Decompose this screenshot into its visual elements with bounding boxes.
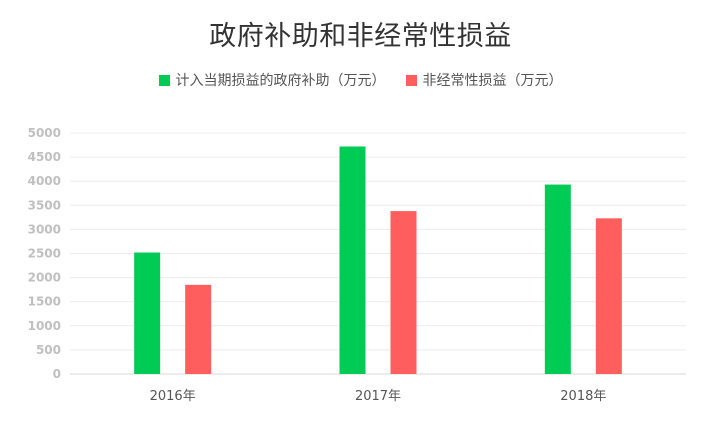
bar-nonrecurring-gain-loss (390, 211, 417, 374)
bar-government-subsidy (339, 146, 366, 374)
chart-title: 政府补助和非经常性损益 (209, 21, 512, 52)
bar-nonrecurring-gain-loss (185, 284, 212, 374)
legend-label-nonrecurring-gain-loss: 非经常性损益（万元） (422, 73, 563, 89)
bar-nonrecurring-gain-loss (595, 218, 622, 374)
y-tick-label: 0 (53, 367, 61, 381)
x-tick-label: 2016年 (150, 389, 196, 404)
y-tick-label: 500 (36, 343, 61, 357)
legend-item-government-subsidy[interactable]: 计入当期损益的政府补助（万元） (158, 70, 386, 90)
legend-swatch-government-subsidy (158, 74, 170, 86)
y-tick-label: 3500 (28, 198, 61, 212)
y-tick-label: 1500 (28, 295, 61, 309)
y-tick-label: 2000 (28, 271, 61, 285)
x-tick-label: 2017年 (355, 389, 401, 404)
legend-label-government-subsidy: 计入当期损益的政府补助（万元） (175, 73, 386, 89)
x-tick-label: 2018年 (560, 389, 606, 404)
chart-legend: 计入当期损益的政府补助（万元） 非经常性损益（万元） (0, 70, 721, 90)
y-tick-label: 3000 (28, 222, 61, 236)
y-tick-label: 4000 (28, 174, 61, 188)
y-tick-label: 2500 (28, 247, 61, 261)
bar-government-subsidy (544, 184, 571, 374)
y-tick-label: 1000 (28, 319, 61, 333)
y-tick-label: 5000 (28, 126, 61, 140)
bar-government-subsidy (134, 252, 161, 374)
legend-item-nonrecurring-gain-loss[interactable]: 非经常性损益（万元） (405, 70, 563, 90)
legend-swatch-nonrecurring-gain-loss (405, 74, 417, 86)
y-tick-label: 4500 (28, 150, 61, 164)
